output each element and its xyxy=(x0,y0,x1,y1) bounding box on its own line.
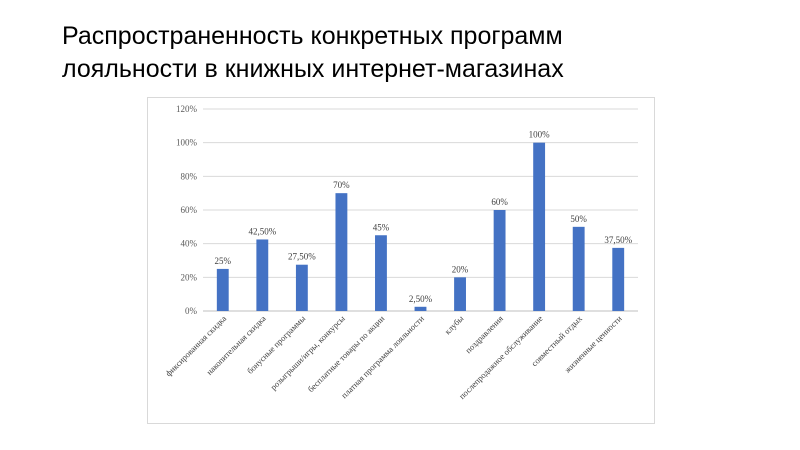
data-label: 50% xyxy=(570,214,587,224)
y-tick-label: 20% xyxy=(181,272,198,282)
y-tick-label: 60% xyxy=(181,205,198,215)
y-tick-label: 80% xyxy=(181,171,198,181)
bar xyxy=(216,268,229,311)
data-label: 60% xyxy=(491,197,508,207)
data-label: 37,50% xyxy=(604,235,632,245)
data-label: 100% xyxy=(529,130,551,140)
bar xyxy=(295,264,308,311)
y-tick-label: 120% xyxy=(176,104,198,114)
chart-canvas: 0%20%40%60%80%100%120%25%фиксированная с… xyxy=(163,104,638,401)
bar xyxy=(335,193,348,311)
category-label: послепродажное обслуживание xyxy=(457,313,545,401)
data-label: 25% xyxy=(215,256,232,266)
slide-title-line-1: Распространенность конкретных программ xyxy=(62,22,563,50)
bar xyxy=(256,239,269,311)
category-label: розыгрыши/игры, конкурсы xyxy=(268,313,347,392)
bar xyxy=(533,142,546,311)
category-label: клубы xyxy=(442,313,465,336)
bar xyxy=(572,226,585,311)
bar xyxy=(612,247,625,311)
bar xyxy=(493,210,506,311)
data-label: 42,50% xyxy=(248,226,276,236)
bar xyxy=(414,306,427,311)
data-label: 20% xyxy=(452,264,469,274)
bar xyxy=(375,235,387,311)
bar xyxy=(454,277,466,311)
data-label: 27,50% xyxy=(288,252,316,262)
y-tick-label: 100% xyxy=(176,138,198,148)
category-label: платная программа лояльности xyxy=(339,313,426,400)
data-label: 70% xyxy=(333,180,350,190)
slide-title-line-2: лояльности в книжных интернет-магазинах xyxy=(62,55,564,83)
bar-chart: 0% 20% 40% 60% 80% 100% 120% 25% фиксированная с… xyxy=(147,97,655,424)
data-label: 2,50% xyxy=(409,294,433,304)
slide-title: Распространенность конкретных программ л… xyxy=(62,20,702,86)
y-tick-label: 0% xyxy=(185,306,198,316)
category-label: бесплатные товары по акции xyxy=(306,313,387,394)
data-label: 45% xyxy=(373,222,390,232)
category-label: поздравления xyxy=(463,313,505,355)
y-tick-label: 40% xyxy=(181,239,198,249)
